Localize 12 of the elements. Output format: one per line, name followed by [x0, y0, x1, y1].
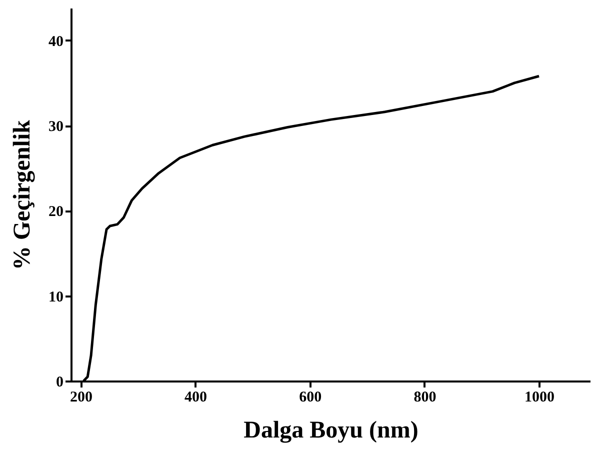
x-tick-label: 1000 [524, 390, 555, 406]
x-tick-label: 400 [184, 390, 208, 406]
y-tick-label: 40 [48, 34, 64, 50]
y-tick-label: 0 [56, 374, 64, 390]
y-tick-label: 20 [48, 204, 64, 220]
x-tick-label: 600 [299, 390, 322, 406]
x-tick-label: 200 [70, 390, 92, 406]
y-tick-label: 30 [48, 119, 64, 136]
y-axis-title: % Geçirgenlik [10, 119, 36, 270]
x-tick-label: 800 [414, 390, 436, 406]
x-axis-title: Dalga Boyu (nm) [244, 418, 418, 444]
y-tick-label: 10 [48, 289, 64, 306]
